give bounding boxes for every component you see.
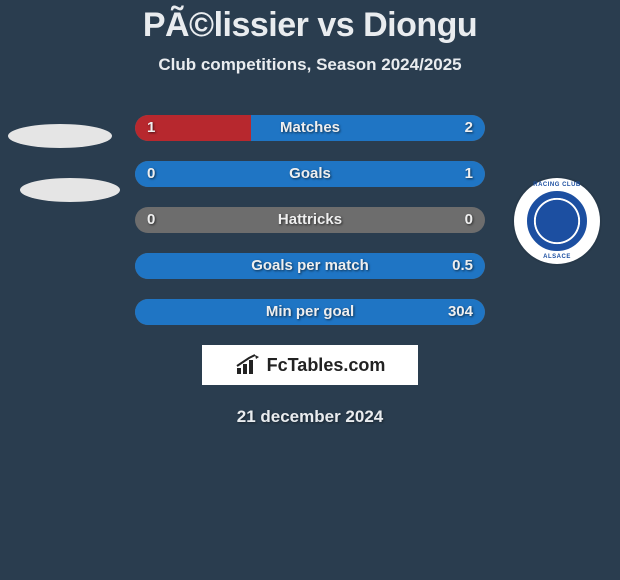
stat-fill-right [135,161,485,187]
placeholder-ellipse [20,178,120,202]
placeholder-ellipse [8,124,112,148]
stat-fill-right [251,115,486,141]
stat-row: 12Matches [135,115,485,141]
stat-label: Hattricks [135,207,485,233]
stat-row: 0 0Hattricks [135,207,485,233]
badge-text-top: RACING CLUB [514,182,600,188]
comparison-infographic: PÃ©lissier vs Diongu Club competitions, … [0,0,620,580]
date-text: 21 december 2024 [0,407,620,427]
stat-value-left: 0 [135,207,167,233]
stat-fill-right [135,253,485,279]
stat-row: 0.5Goals per match [135,253,485,279]
stat-value-right: 0 [453,207,485,233]
stat-fill-right [135,299,485,325]
stat-fill-left [135,115,251,141]
stat-row: 01Goals [135,161,485,187]
bar-chart-icon [235,354,261,376]
page-subtitle: Club competitions, Season 2024/2025 [0,55,620,75]
badge-text-bot: ALSACE [514,254,600,260]
logo-text: FcTables.com [267,355,386,376]
badge-inner [527,191,587,251]
stat-row: 304Min per goal [135,299,485,325]
page-title: PÃ©lissier vs Diongu [0,0,620,45]
club-badge: RACING CLUB ALSACE [514,178,600,264]
fctables-logo: FcTables.com [202,345,418,385]
